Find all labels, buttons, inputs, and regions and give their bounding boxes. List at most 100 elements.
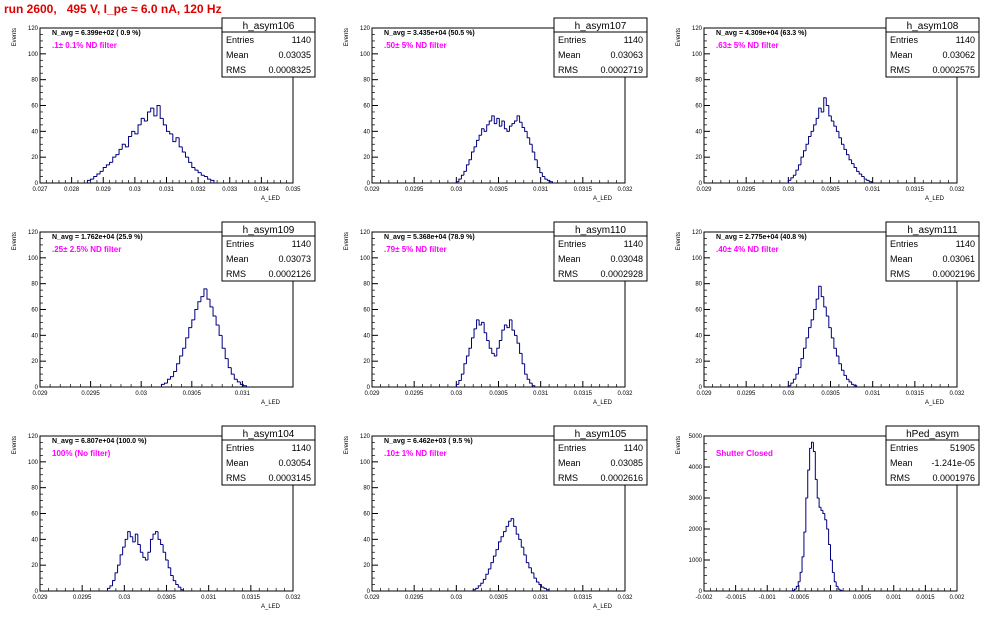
histogram-bin: [790, 382, 794, 386]
stats-box: h_asym108 Entries 1140 Mean 0.03062 RMS 0.0002…: [885, 17, 980, 78]
navg-label: N_avg = 6.399e+02 ( 0.9 %): [52, 30, 141, 37]
x-tick-label: 0.029: [32, 595, 48, 601]
y-tick-label: 1000: [689, 558, 703, 564]
histogram-bin: [811, 441, 814, 449]
histogram-bin: [166, 124, 170, 132]
stats-label: Mean: [890, 458, 913, 468]
histogram-bin: [128, 136, 132, 147]
stats-label: Mean: [226, 458, 249, 468]
histogram-bin: [544, 176, 548, 180]
x-tick-label: 0.0315: [574, 595, 593, 601]
histogram-bin: [112, 156, 116, 163]
histogram-bin: [793, 588, 797, 591]
histogram-bin: [800, 156, 804, 165]
y-tick-label: 80: [363, 486, 370, 492]
stats-label: RMS: [558, 65, 578, 75]
histogram-bin: [858, 171, 862, 175]
y-tick-label: 80: [695, 282, 702, 288]
histogram-bin: [803, 347, 807, 359]
stats-label: Mean: [890, 254, 913, 264]
y-axis-label: Events: [344, 28, 350, 46]
histogram-bin: [481, 321, 485, 325]
histogram-bin: [828, 105, 832, 117]
histogram-bin: [810, 319, 814, 328]
histogram-bin: [160, 383, 165, 387]
histogram-bin: [851, 381, 855, 385]
x-tick-label: 0.0295: [405, 187, 424, 193]
histogram-bin: [180, 587, 184, 591]
y-tick-label: 40: [31, 129, 38, 135]
histogram-bin: [156, 105, 161, 116]
histogram-bin: [114, 572, 118, 581]
histogram-bin: [840, 363, 844, 371]
stats-value: 0.03085: [610, 458, 643, 468]
histogram-bin: [212, 306, 217, 317]
x-tick-label: 0.0295: [405, 595, 424, 601]
histogram-bin: [209, 299, 214, 308]
filter-note: .79± 5% ND filter: [384, 245, 447, 254]
x-tick-label: 0.032: [285, 595, 301, 601]
histogram-bin: [233, 374, 238, 380]
histogram-bin: [200, 172, 205, 176]
stats-title: h_asym105: [575, 429, 627, 440]
histogram-bin: [818, 285, 822, 300]
histogram-bin: [824, 513, 827, 521]
histogram-bin: [531, 383, 536, 387]
y-tick-label: 100: [360, 460, 371, 466]
histogram-bin: [525, 554, 529, 564]
histogram-bin: [808, 327, 812, 338]
stats-box-frame: [885, 17, 980, 78]
histogram-bin: [524, 127, 528, 132]
stats-label: RMS: [558, 269, 578, 279]
histogram-bin: [503, 121, 507, 130]
histogram-bin: [99, 170, 104, 174]
y-tick-label: 0: [699, 589, 703, 595]
stats-value: 51905: [950, 443, 975, 453]
stats-title: h_asym108: [907, 21, 959, 32]
histogram-bin: [803, 531, 806, 557]
histogram-bin: [476, 139, 480, 147]
y-tick-label: 60: [695, 104, 702, 110]
histogram-bin: [93, 176, 97, 180]
histogram-bin: [543, 587, 547, 589]
histogram-bin: [102, 167, 107, 172]
histogram-bin: [181, 146, 186, 153]
histogram-pad-3: 0 20 40 60 80 100 120 0.029 0.0295 0.03 0.0305 0.03…: [664, 14, 996, 204]
y-tick-label: 20: [695, 155, 702, 161]
histogram-bin: [835, 126, 839, 132]
histogram-bin: [495, 549, 499, 557]
histogram-pad-1: 0 20 40 60 80 100 120 0.027 0.028 0.029 0.03 0.031 0…: [0, 14, 332, 204]
stats-label: Mean: [558, 254, 581, 264]
x-tick-label: 0.0005: [853, 595, 872, 601]
y-axis-label: Events: [12, 28, 18, 46]
y-tick-label: 3000: [689, 496, 703, 502]
stats-value: 0.03048: [610, 254, 643, 264]
histogram-bin: [160, 539, 164, 545]
filter-note: .40± 4% ND filter: [716, 245, 779, 254]
stats-label: Entries: [558, 239, 587, 249]
histogram-bin: [508, 520, 512, 527]
x-tick-label: 0.031: [865, 391, 881, 397]
y-tick-label: 40: [363, 129, 370, 135]
histogram-bin: [809, 447, 812, 471]
x-tick-label: 0.032: [617, 187, 633, 193]
x-tick-label: 0: [829, 595, 833, 601]
histogram-bin: [86, 179, 91, 183]
histogram-bin: [488, 340, 492, 349]
x-axis-label: A_LED: [261, 400, 281, 406]
stats-label: RMS: [226, 473, 246, 483]
x-tick-label: 0.031: [159, 187, 175, 193]
x-tick-label: 0.0295: [737, 187, 756, 193]
filter-note: 100% (No filter): [52, 449, 111, 458]
histogram-bin: [200, 296, 204, 302]
histogram-bin: [227, 358, 232, 369]
y-tick-label: 60: [31, 308, 38, 314]
y-tick-label: 20: [695, 359, 702, 365]
stats-box-frame: [221, 17, 316, 78]
x-tick-label: 0.03: [782, 187, 794, 193]
stats-label: RMS: [226, 269, 246, 279]
stats-label: Entries: [558, 443, 587, 453]
histogram-bin: [498, 118, 502, 127]
x-tick-label: 0.0295: [405, 391, 424, 397]
filter-note: Shutter Closed: [716, 449, 773, 458]
